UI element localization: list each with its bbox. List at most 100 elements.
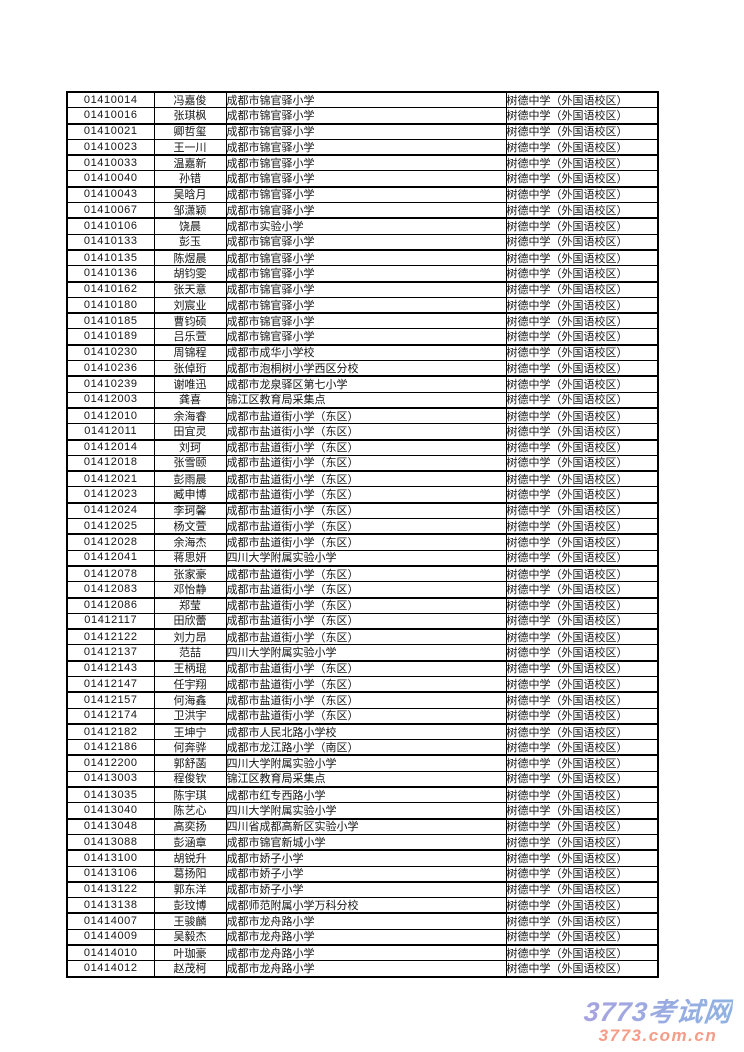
table-row: 01412157 何海鑫 成都市盐道街小学（东区） 树德中学（外国语校区） — [66, 691, 659, 709]
student-id-cell: 01413040 — [66, 802, 155, 820]
primary-school-cell: 成都市盐道街小学（东区） — [225, 565, 507, 583]
student-id-cell: 01410133 — [66, 233, 155, 251]
student-id-cell: 01413122 — [66, 881, 155, 899]
table-row: 01410135 陈煜晨 成都市锦官驿小学 树德中学（外国语校区） — [66, 249, 659, 267]
table-row: 01412083 邓怡静 成都市盐道街小学（东区） 树德中学（外国语校区） — [66, 581, 659, 599]
table-row: 01410230 周锦程 成都市成华小学校 树德中学（外国语校区） — [66, 344, 659, 362]
middle-school-cell: 树德中学（外国语校区） — [505, 407, 659, 425]
middle-school-cell: 树德中学（外国语校区） — [505, 91, 659, 109]
student-name-cell: 王骏麟 — [153, 912, 227, 930]
table-row: 01412041 蒋思妍 四川大学附属实验小学 树德中学（外国语校区） — [66, 549, 659, 567]
middle-school-cell: 树德中学（外国语校区） — [505, 770, 659, 789]
primary-school-cell: 成都市娇子小学 — [225, 865, 507, 883]
student-id-cell: 01410185 — [66, 312, 155, 330]
table-row: 01410040 孙错 成都市锦官驿小学 树德中学（外国语校区） — [66, 170, 659, 188]
middle-school-cell: 树德中学（外国语校区） — [505, 391, 659, 409]
student-id-cell: 01410033 — [66, 154, 155, 172]
table-row: 01412021 彭雨晨 成都市盐道街小学（东区） 树德中学（外国语校区） — [66, 470, 659, 488]
student-id-cell: 01410021 — [66, 123, 155, 140]
table-row: 01410185 曹钧硕 成都市锦官驿小学 树德中学（外国语校区） — [66, 312, 659, 330]
primary-school-cell: 成都市锦官驿小学 — [225, 123, 507, 140]
primary-school-cell: 成都市锦官驿小学 — [225, 186, 507, 204]
student-name-cell: 吕乐萱 — [153, 328, 227, 346]
table-row: 01412024 李珂馨 成都市盐道街小学（东区） 树德中学（外国语校区） — [66, 502, 659, 520]
student-id-cell: 01412147 — [66, 675, 155, 694]
table-row: 01412182 王坤宁 成都市人民北路小学校 树德中学（外国语校区） — [66, 723, 659, 741]
primary-school-cell: 成都市龙泉驿区第七小学 — [225, 375, 507, 393]
table-row: 01410106 饶晨 成都市实验小学 树德中学（外国语校区） — [66, 217, 659, 235]
table-row: 01412147 任宇翔 成都市盐道街小学（东区） 树德中学（外国语校区） — [66, 675, 659, 694]
student-name-cell: 刘力昂 — [153, 628, 227, 646]
primary-school-cell: 成都市盐道街小学（东区） — [225, 597, 507, 614]
student-id-cell: 01412122 — [66, 628, 155, 646]
middle-school-cell: 树德中学（外国语校区） — [505, 123, 659, 140]
student-name-cell: 余海睿 — [153, 407, 227, 425]
primary-school-cell: 成都市盐道街小学（东区） — [225, 660, 507, 677]
primary-school-cell: 成都市盐道街小学（东区） — [225, 533, 507, 551]
student-name-cell: 刘珂 — [153, 439, 227, 456]
primary-school-cell: 成都市锦官驿小学 — [225, 328, 507, 346]
primary-school-cell: 成都市锦官驿小学 — [225, 154, 507, 172]
middle-school-cell: 树德中学（外国语校区） — [505, 486, 659, 504]
middle-school-cell: 树德中学（外国语校区） — [505, 107, 659, 125]
student-id-cell: 01412078 — [66, 565, 155, 583]
primary-school-cell: 成都市盐道街小学（东区） — [225, 486, 507, 504]
table-row: 01412078 张家豪 成都市盐道街小学（东区） 树德中学（外国语校区） — [66, 565, 659, 583]
student-name-cell: 邹潇颖 — [153, 202, 227, 220]
student-id-cell: 01410067 — [66, 202, 155, 220]
table-row: 01412086 郑莹 成都市盐道街小学（东区） 树德中学（外国语校区） — [66, 597, 659, 614]
middle-school-cell: 树德中学（外国语校区） — [505, 312, 659, 330]
table-row: 01414007 王骏麟 成都市龙舟路小学 树德中学（外国语校区） — [66, 912, 659, 930]
table-row: 01412010 余海睿 成都市盐道街小学（东区） 树德中学（外国语校区） — [66, 407, 659, 425]
table-row: 01412200 郭舒菡 四川大学附属实验小学 树德中学（外国语校区） — [66, 754, 659, 772]
student-id-cell: 01412021 — [66, 470, 155, 488]
student-name-cell: 彭雨晨 — [153, 470, 227, 488]
primary-school-cell: 成都师范附属小学万科分校 — [225, 897, 507, 915]
middle-school-cell: 树德中学（外国语校区） — [505, 154, 659, 172]
middle-school-cell: 树德中学（外国语校区） — [505, 628, 659, 646]
student-id-cell: 01412041 — [66, 549, 155, 567]
middle-school-cell: 树德中学（外国语校区） — [505, 202, 659, 220]
student-id-cell: 01412157 — [66, 691, 155, 709]
student-id-cell: 01412011 — [66, 423, 155, 441]
middle-school-cell: 树德中学（外国语校区） — [505, 691, 659, 709]
table-row: 01413040 陈艺心 四川大学附属实验小学 树德中学（外国语校区） — [66, 802, 659, 820]
middle-school-cell: 树德中学（外国语校区） — [505, 375, 659, 393]
primary-school-cell: 成都市锦官驿小学 — [225, 249, 507, 267]
student-name-cell: 胡钧雯 — [153, 265, 227, 283]
student-id-cell: 01412018 — [66, 454, 155, 473]
middle-school-cell: 树德中学（外国语校区） — [505, 296, 659, 315]
middle-school-cell: 树德中学（外国语校区） — [505, 138, 659, 157]
watermark: 3773考试网 3773.com.cn — [582, 997, 733, 1044]
primary-school-cell: 成都市龙舟路小学 — [225, 928, 507, 947]
table-row: 01412003 龚喜 锦江区教育局采集点 树德中学（外国语校区） — [66, 391, 659, 409]
middle-school-cell: 树德中学（外国语校区） — [505, 281, 659, 298]
student-name-cell: 王柄琨 — [153, 660, 227, 677]
primary-school-cell: 成都市盐道街小学（东区） — [225, 691, 507, 709]
student-id-cell: 01413100 — [66, 849, 155, 867]
student-id-cell: 01413035 — [66, 786, 155, 804]
middle-school-cell: 树德中学（外国语校区） — [505, 439, 659, 456]
student-name-cell: 谢唯迅 — [153, 375, 227, 393]
student-name-cell: 邓怡静 — [153, 581, 227, 599]
table-row: 01412174 卫洪宇 成都市盐道街小学（东区） 树德中学（外国语校区） — [66, 707, 659, 725]
table-row: 01412018 张雪颐 成都市盐道街小学（东区） 树德中学（外国语校区） — [66, 454, 659, 473]
primary-school-cell: 成都市红专西路小学 — [225, 786, 507, 804]
middle-school-cell: 树德中学（外国语校区） — [505, 423, 659, 441]
student-name-cell: 郭东洋 — [153, 881, 227, 899]
primary-school-cell: 成都市盐道街小学（东区） — [225, 581, 507, 599]
student-name-cell: 冯嘉俊 — [153, 91, 227, 109]
middle-school-cell: 树德中学（外国语校区） — [505, 833, 659, 852]
middle-school-cell: 树德中学（外国语校区） — [505, 865, 659, 883]
middle-school-cell: 树德中学（外国语校区） — [505, 644, 659, 662]
student-name-cell: 张家豪 — [153, 565, 227, 583]
table-row: 01410043 吴晗月 成都市锦官驿小学 树德中学（外国语校区） — [66, 186, 659, 204]
student-id-cell: 01412143 — [66, 660, 155, 677]
student-name-cell: 郑莹 — [153, 597, 227, 614]
allocation-table: 01410014 冯嘉俊 成都市锦官驿小学 树德中学（外国语校区） 01410016 张琪… — [66, 91, 659, 978]
table-row: 01410180 刘宸业 成都市锦官驿小学 树德中学（外国语校区） — [66, 296, 659, 315]
middle-school-cell: 树德中学（外国语校区） — [505, 581, 659, 599]
primary-school-cell: 成都市龙舟路小学 — [225, 944, 507, 962]
student-name-cell: 饶晨 — [153, 217, 227, 235]
middle-school-cell: 树德中学（外国语校区） — [505, 518, 659, 536]
